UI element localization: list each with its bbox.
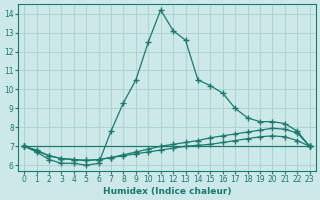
X-axis label: Humidex (Indice chaleur): Humidex (Indice chaleur) [103, 187, 231, 196]
